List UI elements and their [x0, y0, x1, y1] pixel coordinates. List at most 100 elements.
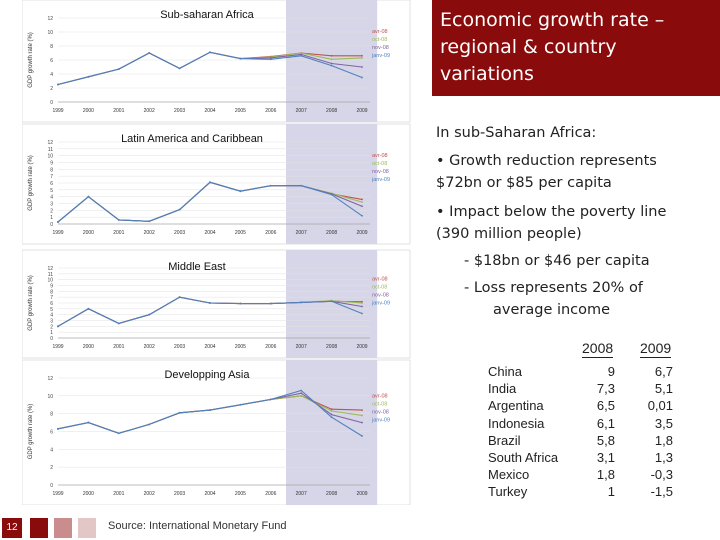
value-2008: 6,5	[596, 398, 615, 414]
x-tick-label: 2009	[356, 491, 367, 497]
y-axis-label: GDP growth rate (%)	[28, 404, 34, 460]
y-tick-label: 10	[47, 278, 53, 284]
x-tick-label: 2004	[204, 491, 215, 497]
y-tick-label: 0	[50, 336, 53, 342]
data-point	[361, 54, 363, 57]
value-2009: 1,8	[654, 432, 673, 448]
x-tick-label: 2003	[174, 344, 185, 350]
chart-title: Middle East	[168, 261, 225, 273]
x-tick-label: 2000	[83, 108, 94, 114]
y-tick-label: 6	[50, 181, 53, 187]
legend-entry: janv-09	[371, 53, 390, 59]
data-point	[361, 435, 363, 437]
y-tick-label: 1	[50, 330, 53, 336]
data-point	[300, 52, 303, 54]
table-row: Mexico 1,8 -0,3	[488, 467, 673, 484]
x-tick-label: 2008	[326, 491, 337, 497]
data-point	[117, 322, 120, 325]
title-line: regional & country	[440, 36, 617, 58]
data-point	[361, 302, 363, 304]
data-point	[87, 195, 90, 198]
x-tick-label: 2009	[356, 344, 367, 350]
y-tick-label: 7	[50, 174, 53, 180]
y-tick-label: 4	[50, 313, 53, 319]
x-tick-label: 2004	[204, 108, 215, 114]
value-2008: 1	[607, 484, 615, 500]
sub-bullet-2-line: average income	[493, 302, 611, 318]
data-point	[300, 392, 303, 395]
country-name: Mexico	[488, 467, 530, 483]
data-point	[239, 190, 242, 193]
data-point	[300, 184, 303, 187]
source-note: Source: International Monetary Fund	[108, 520, 287, 532]
y-tick-label: 0	[50, 222, 53, 228]
x-tick-label: 2008	[326, 344, 337, 350]
x-tick-label: 2007	[296, 344, 307, 350]
legend-entry: janv-09	[371, 417, 390, 423]
data-point	[209, 302, 211, 304]
y-tick-label: 7	[50, 295, 53, 301]
chart-title: Sub-saharan Africa	[160, 9, 254, 21]
sub-bullet-1: - $18bn or $46 per capita	[464, 253, 650, 269]
decor-square	[78, 518, 96, 538]
data-point	[57, 427, 59, 430]
legend-entry: oct-08	[372, 161, 387, 167]
y-tick-label: 4	[50, 72, 53, 78]
y-tick-label: 11	[48, 272, 53, 278]
y-tick-label: 11	[48, 147, 53, 153]
y-tick-label: 6	[50, 301, 53, 307]
x-tick-label: 2000	[83, 230, 94, 236]
x-tick-label: 2000	[83, 344, 94, 350]
x-tick-label: 1999	[52, 491, 63, 497]
table-header-2008: 2008	[582, 340, 614, 358]
data-point	[148, 423, 151, 426]
sub-bullet-2-line: - Loss represents 20% of	[464, 280, 643, 296]
legend-entry: nov-08	[372, 293, 389, 299]
legend-entry: avr-08	[372, 153, 388, 159]
value-2009: 5,1	[654, 381, 673, 397]
data-point	[209, 51, 211, 54]
x-tick-label: 2005	[235, 108, 246, 114]
x-tick-label: 2003	[174, 108, 185, 114]
data-point	[330, 58, 333, 61]
data-point	[87, 75, 90, 78]
country-name: Indonesia	[488, 415, 545, 431]
data-point	[330, 54, 333, 57]
x-tick-label: 2002	[144, 230, 155, 236]
y-tick-label: 10	[47, 30, 53, 36]
legend-entry: nov-08	[372, 45, 389, 51]
value-2009: 0,01	[647, 398, 673, 414]
decor-square	[30, 518, 48, 538]
data-point	[330, 62, 333, 65]
x-tick-label: 2006	[265, 230, 276, 236]
data-point	[148, 220, 151, 223]
x-tick-label: 2005	[235, 344, 246, 350]
value-2009: 3,5	[654, 415, 673, 431]
legend-entry: janv-09	[371, 177, 390, 183]
data-point	[330, 408, 333, 411]
title-line: variations	[440, 63, 534, 85]
y-tick-label: 1	[50, 215, 53, 221]
x-tick-label: 1999	[52, 230, 63, 236]
y-tick-label: 4	[50, 195, 53, 201]
y-tick-label: 9	[50, 284, 53, 290]
data-point	[57, 221, 59, 223]
value-2008: 6,1	[596, 415, 615, 431]
data-point	[300, 54, 303, 57]
data-point	[361, 57, 363, 59]
data-point	[178, 208, 181, 211]
forecast-band	[286, 250, 378, 358]
data-point	[269, 57, 272, 59]
y-tick-label: 12	[47, 376, 53, 382]
y-axis-label: GDP growth rate (%)	[28, 155, 34, 211]
legend-entry: avr-08	[372, 29, 388, 35]
value-2009: -1,5	[650, 484, 673, 500]
data-point	[361, 201, 363, 204]
value-2008: 9	[607, 364, 615, 379]
y-tick-label: 8	[50, 167, 53, 173]
x-tick-label: 2006	[265, 108, 276, 114]
data-point	[117, 219, 120, 221]
x-tick-label: 1999	[52, 344, 63, 350]
data-point	[361, 414, 363, 417]
